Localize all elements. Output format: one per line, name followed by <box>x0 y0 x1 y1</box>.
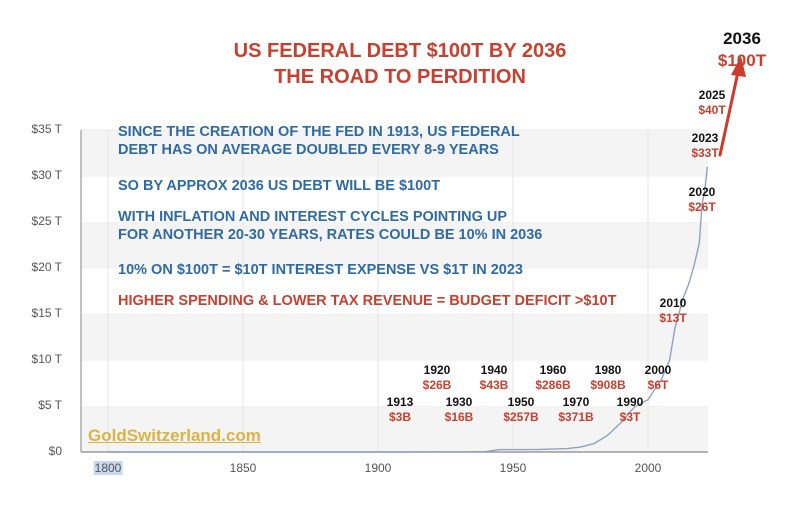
y-tick-label: $10 T <box>31 352 62 366</box>
chart-subtitle: THE ROAD TO PERDITION <box>274 66 526 88</box>
arrow-head <box>731 56 746 77</box>
annotation-value: $33T <box>691 146 719 160</box>
annotation-year: 1970 <box>562 395 590 409</box>
annotation-1940: 1940 $43B <box>480 363 509 393</box>
x-tick-label: 1850 <box>229 461 257 475</box>
note-line-5: FOR ANOTHER 20-30 YEARS, RATES COULD BE … <box>118 227 543 243</box>
annotation-year: 2020 <box>688 185 716 199</box>
annotation-value: $43B <box>479 378 509 392</box>
annotation-value: $257B <box>503 410 539 424</box>
annotation-value: $40T <box>698 103 726 117</box>
y-tick-label: $15 T <box>31 306 62 320</box>
y-tick-label: $20 T <box>31 260 62 274</box>
projection-arrow <box>718 56 746 157</box>
y-tick-label: $25 T <box>31 214 62 228</box>
grid-bands <box>81 129 708 452</box>
note-line-2: DEBT HAS ON AVERAGE DOUBLED EVERY 8-9 YE… <box>118 142 499 158</box>
annotation-year: 2036 <box>723 29 761 48</box>
annotation-value: $371B <box>558 410 594 424</box>
annotation-year: 1980 <box>594 363 622 377</box>
annotation-value: $26T <box>688 200 716 214</box>
annotation-year: 1920 <box>423 363 451 377</box>
x-tick-label: 1900 <box>364 461 392 475</box>
series-layer <box>107 166 709 453</box>
annotation-2020: 2020 $26T <box>688 185 715 215</box>
x-tick-label: 1950 <box>499 461 527 475</box>
annotation-value: $6T <box>647 378 669 392</box>
annotation-value: $13T <box>659 311 687 325</box>
x-tick-label: 2000 <box>634 461 662 475</box>
grid-band <box>81 130 708 176</box>
annotation-year: 1940 <box>480 363 508 377</box>
annotation-1980: 1980 $908B <box>590 363 625 393</box>
note-line-4: WITH INFLATION AND INTEREST CYCLES POINT… <box>118 209 508 225</box>
note-line-1: SINCE THE CREATION OF THE FED IN 1913, U… <box>118 124 520 140</box>
grid-band <box>81 268 708 314</box>
annotation-2025: 2025 $40T <box>698 88 725 118</box>
annotation-value: $3T <box>619 410 641 424</box>
annotation-1960: 1960 $286B <box>535 363 570 393</box>
grid-band <box>81 314 708 360</box>
grid-band <box>81 406 708 452</box>
annotation-year: 2023 <box>691 131 719 145</box>
annotation-1950: 1950 $257B <box>503 395 538 425</box>
annotation-value: $26B <box>422 378 452 392</box>
annotation-value: $286B <box>535 378 571 392</box>
annotation-year: 2025 <box>698 88 726 102</box>
note-line-6: 10% ON $100T = $10T INTEREST EXPENSE VS … <box>118 262 523 278</box>
annotation-value: $16B <box>444 410 474 424</box>
goldswitzerland-watermark[interactable]: GoldSwitzerland.com <box>88 426 261 445</box>
annotation-value: $3B <box>388 410 412 424</box>
debt-series-line <box>108 166 709 453</box>
annotation-year: 2000 <box>644 363 672 377</box>
grid-band <box>81 176 708 222</box>
annotation-value: $908B <box>590 378 626 392</box>
grid-band <box>81 360 708 406</box>
chart-title: US FEDERAL DEBT $100T BY 2036 <box>233 40 567 62</box>
y-tick-label: $0 <box>48 444 62 458</box>
annotation-2010: 2010 $13T <box>659 296 686 326</box>
annotation-1970: 1970 $371B <box>558 395 593 425</box>
annotation-1920: 1920 $26B <box>423 363 452 393</box>
annotation-1990: 1990 $3T <box>617 395 644 425</box>
grid-band <box>81 222 708 268</box>
note-line-7: HIGHER SPENDING & LOWER TAX REVENUE = BU… <box>118 293 617 309</box>
annotation-year: 1950 <box>507 395 535 409</box>
annotation-2000: 2000 $6T <box>645 363 672 393</box>
annotation-year: 1960 <box>539 363 567 377</box>
annotation-year: 2010 <box>659 296 687 310</box>
annotation-1913: 1913 $3B <box>387 395 414 425</box>
y-tick-label: $5 T <box>38 398 62 412</box>
annotation-2036: 2036 $100T <box>718 28 766 72</box>
annotation-year: 1913 <box>386 395 414 409</box>
vertical-gridlines <box>107 130 649 452</box>
y-tick-label: $35 T <box>31 122 62 136</box>
annotation-1930: 1930 $16B <box>445 395 474 425</box>
x-tick-label: 1800 <box>93 461 123 475</box>
y-tick-label: $30 T <box>31 168 62 182</box>
note-line-3: SO BY APPROX 2036 US DEBT WILL BE $100T <box>118 178 441 194</box>
annotation-year: 1930 <box>445 395 473 409</box>
annotation-value: $100T <box>717 51 767 70</box>
arrow-shaft <box>718 70 740 157</box>
annotation-2023: 2023 $33T <box>691 131 718 161</box>
annotation-year: 1990 <box>616 395 644 409</box>
